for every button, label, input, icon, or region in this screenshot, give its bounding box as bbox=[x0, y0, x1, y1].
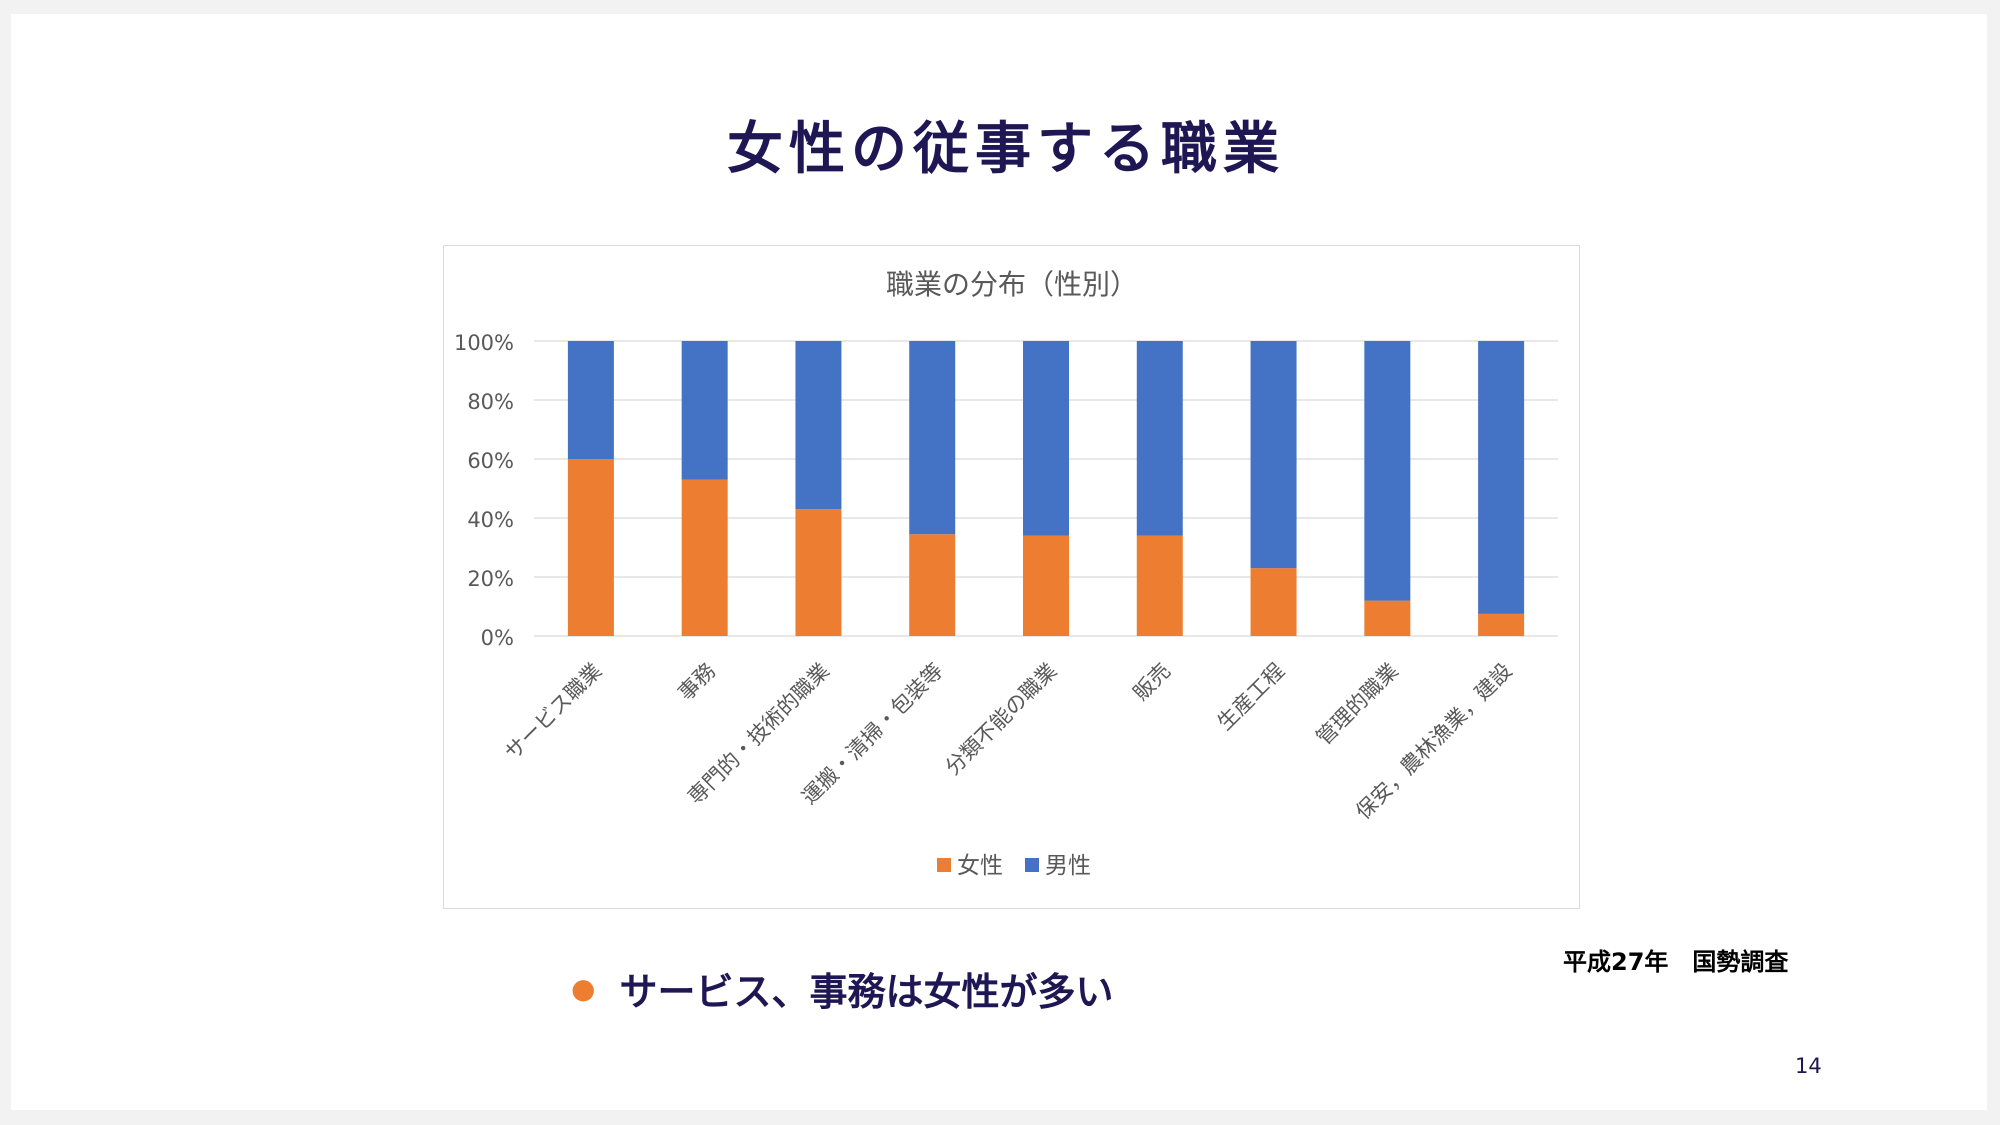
legend-swatch bbox=[1025, 858, 1039, 872]
y-tick-label: 0% bbox=[481, 626, 514, 650]
bar-female bbox=[681, 479, 728, 636]
x-tick-label: サービス職業 bbox=[500, 659, 606, 765]
slide: 女性の従事する職業 職業の分布（性別） 0% 20% 40% 60% 80% 100% サ… bbox=[11, 14, 1987, 1110]
bar-female bbox=[1136, 535, 1183, 636]
legend-label: 女性 bbox=[957, 853, 1003, 879]
legend-label: 男性 bbox=[1045, 853, 1091, 879]
x-tick-label: 事務 bbox=[674, 659, 721, 706]
bar-male bbox=[1136, 341, 1183, 536]
chart-frame: 職業の分布（性別） 0% 20% 40% 60% 80% 100% サービス職業 事務 専門的… bbox=[443, 245, 1580, 909]
bar-male bbox=[1364, 341, 1411, 601]
bar-female bbox=[567, 459, 614, 636]
bar-female bbox=[909, 534, 956, 636]
chart: 職業の分布（性別） 0%20%40%60%80%100% サービス職業 事務専門的… bbox=[454, 268, 1558, 879]
bar-male bbox=[795, 341, 842, 510]
legend-swatch bbox=[937, 858, 951, 872]
bar-male bbox=[1250, 341, 1297, 569]
x-tick-label: 生産工程 bbox=[1213, 659, 1289, 735]
legend: 女性 男性 bbox=[937, 853, 1091, 879]
y-tick-label: 20% bbox=[467, 567, 514, 591]
bullet-text: サービス、事務は女性が多い bbox=[619, 970, 1114, 1014]
bars bbox=[567, 341, 1525, 636]
slide-title: 女性の従事する職業 bbox=[727, 117, 1285, 182]
x-tick-label: 分類不能の職業 bbox=[941, 659, 1062, 780]
bar-female bbox=[1250, 568, 1297, 636]
source-note: 平成27年 国勢調査 bbox=[1563, 948, 1789, 976]
y-tick-label: 60% bbox=[467, 449, 514, 473]
bar-female bbox=[1023, 535, 1069, 636]
bullet-dot-icon: ● bbox=[571, 972, 596, 1005]
y-axis: 0% 20% 40% 60% 80% 100% bbox=[454, 331, 514, 650]
y-tick-label: 100% bbox=[454, 331, 514, 355]
bar-male bbox=[1478, 341, 1525, 614]
chart-title: 職業の分布（性別） bbox=[886, 268, 1138, 301]
bar-female bbox=[1478, 613, 1525, 636]
bullet-point: ● サービス、事務は女性が多い bbox=[571, 961, 1113, 1016]
x-tick-label: 販売 bbox=[1129, 659, 1176, 706]
bar-female bbox=[1364, 600, 1411, 636]
bar-male bbox=[909, 341, 956, 535]
y-tick-label: 80% bbox=[467, 390, 514, 414]
bar-male bbox=[567, 341, 614, 459]
y-tick-label: 40% bbox=[467, 508, 514, 532]
x-tick-label: 管理的職業 bbox=[1312, 659, 1403, 750]
bar-male bbox=[681, 341, 728, 480]
bar-female bbox=[795, 509, 842, 636]
bar-male bbox=[1023, 341, 1069, 536]
x-axis: サービス職業 事務専門的・技術的職業運搬・清掃・包装等分類不能の職業 販売 生産工程管… bbox=[500, 659, 1516, 824]
page-number: 14 bbox=[1795, 1054, 1822, 1078]
